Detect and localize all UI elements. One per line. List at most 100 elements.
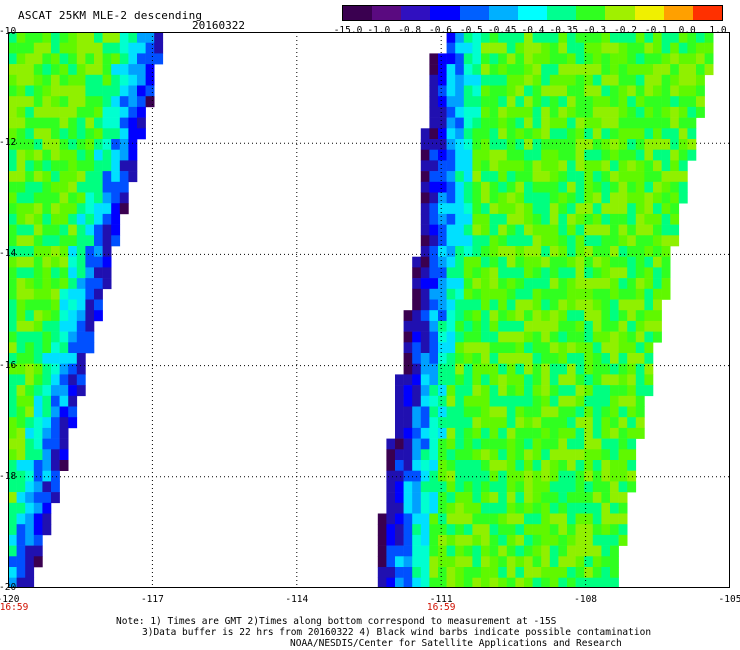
- wind-data-cell: [635, 203, 645, 215]
- wind-data-cell: [429, 427, 439, 439]
- wind-data-cell: [403, 342, 413, 354]
- wind-data-cell: [128, 117, 138, 129]
- color-scale-swatch: [634, 6, 664, 20]
- wind-data-cell: [403, 449, 413, 461]
- wind-data-cell: [644, 288, 654, 300]
- wind-data-cell: [76, 203, 86, 215]
- wind-data-cell: [395, 417, 404, 429]
- wind-data-cell: [85, 224, 95, 236]
- wind-data-cell: [395, 470, 404, 482]
- wind-data-cell: [541, 534, 551, 546]
- wind-data-cell: [506, 106, 516, 118]
- wind-data-cell: [515, 128, 525, 140]
- wind-data-cell: [429, 320, 439, 332]
- wind-data-cell: [524, 556, 533, 568]
- wind-data-cell: [472, 320, 482, 332]
- wind-data-cell: [429, 406, 439, 418]
- wind-data-cell: [635, 427, 645, 439]
- pass-time-label: 16:59: [0, 602, 29, 613]
- wind-data-cell: [68, 310, 78, 322]
- color-scale-swatch: [692, 6, 723, 20]
- wind-data-cell: [489, 128, 499, 140]
- wind-data-cell: [627, 32, 637, 43]
- wind-data-cell: [16, 74, 26, 86]
- wind-data-cell: [506, 385, 516, 397]
- wind-data-cell: [68, 417, 78, 429]
- wind-data-cell: [25, 534, 35, 546]
- wind-data-cell: [653, 149, 662, 161]
- wind-data-cell: [506, 74, 516, 86]
- wind-data-cell: [567, 213, 576, 225]
- wind-data-cell: [558, 106, 568, 118]
- wind-data-cell: [541, 438, 551, 450]
- wind-data-cell: [515, 513, 525, 525]
- wind-data-cell: [25, 374, 35, 386]
- wind-data-cell: [592, 171, 602, 183]
- wind-data-cell: [412, 267, 422, 279]
- wind-data-cell: [549, 267, 559, 279]
- wind-data-cell: [549, 96, 559, 108]
- color-scale-tick-label: -0.5: [459, 25, 483, 36]
- wind-data-cell: [33, 64, 43, 76]
- wind-data-cell: [412, 545, 422, 557]
- wind-data-cell: [618, 427, 628, 439]
- wind-data-cell: [558, 171, 568, 183]
- wind-data-cell: [584, 213, 594, 225]
- wind-data-cell: [420, 502, 430, 514]
- wind-data-cell: [601, 460, 611, 471]
- wind-data-cell: [472, 117, 482, 129]
- wind-data-cell: [85, 288, 95, 300]
- wind-data-cell: [489, 406, 499, 418]
- wind-data-cell: [420, 299, 430, 311]
- wind-data-cell: [601, 492, 611, 504]
- wind-data-cell: [601, 331, 611, 343]
- wind-data-cell: [541, 85, 551, 97]
- wind-data-cell: [42, 513, 52, 525]
- wind-data-cell: [627, 417, 637, 429]
- wind-data-cell: [558, 224, 568, 236]
- wind-data-cell: [446, 449, 456, 461]
- wind-data-cell: [42, 42, 52, 54]
- wind-data-cell: [524, 213, 533, 225]
- wind-data-cell: [515, 310, 525, 322]
- wind-data-cell: [558, 32, 568, 43]
- wind-data-cell: [403, 492, 413, 504]
- wind-data-cell: [386, 502, 396, 514]
- wind-data-cell: [463, 128, 473, 140]
- wind-data-cell: [472, 342, 482, 354]
- wind-data-cell: [68, 74, 78, 86]
- wind-data-cell: [8, 502, 17, 514]
- wind-data-cell: [661, 192, 671, 204]
- wind-data-cell: [111, 224, 121, 236]
- wind-data-cell: [584, 331, 594, 343]
- wind-data-cell: [481, 577, 490, 588]
- wind-data-cell: [515, 32, 525, 43]
- wind-data-cell: [94, 256, 103, 268]
- wind-data-cell: [627, 160, 637, 172]
- wind-data-cell: [498, 139, 508, 150]
- wind-data-cell: [76, 299, 86, 311]
- wind-data-cell: [472, 106, 482, 118]
- wind-data-cell: [51, 224, 60, 236]
- wind-data-cell: [601, 406, 611, 418]
- wind-data-cell: [412, 310, 422, 322]
- wind-data-cell: [678, 32, 688, 43]
- wind-data-cell: [25, 310, 35, 322]
- wind-data-cell: [68, 192, 78, 204]
- wind-data-cell: [102, 267, 112, 279]
- wind-data-cell: [575, 417, 585, 429]
- wind-data-cell: [8, 64, 17, 76]
- color-scale-tick-label: -0.3: [583, 25, 607, 36]
- wind-data-cell: [592, 577, 602, 588]
- color-scale-swatch: [576, 6, 606, 20]
- wind-data-cell: [524, 385, 533, 397]
- wind-data-cell: [16, 128, 26, 140]
- wind-data-cell: [16, 224, 26, 236]
- wind-data-cell: [463, 288, 473, 300]
- wind-data-cell: [438, 449, 447, 461]
- wind-data-cell: [472, 545, 482, 557]
- wind-data-cell: [549, 449, 559, 461]
- wind-data-cell: [463, 106, 473, 118]
- wind-data-cell: [532, 502, 542, 514]
- wind-data-cell: [463, 213, 473, 225]
